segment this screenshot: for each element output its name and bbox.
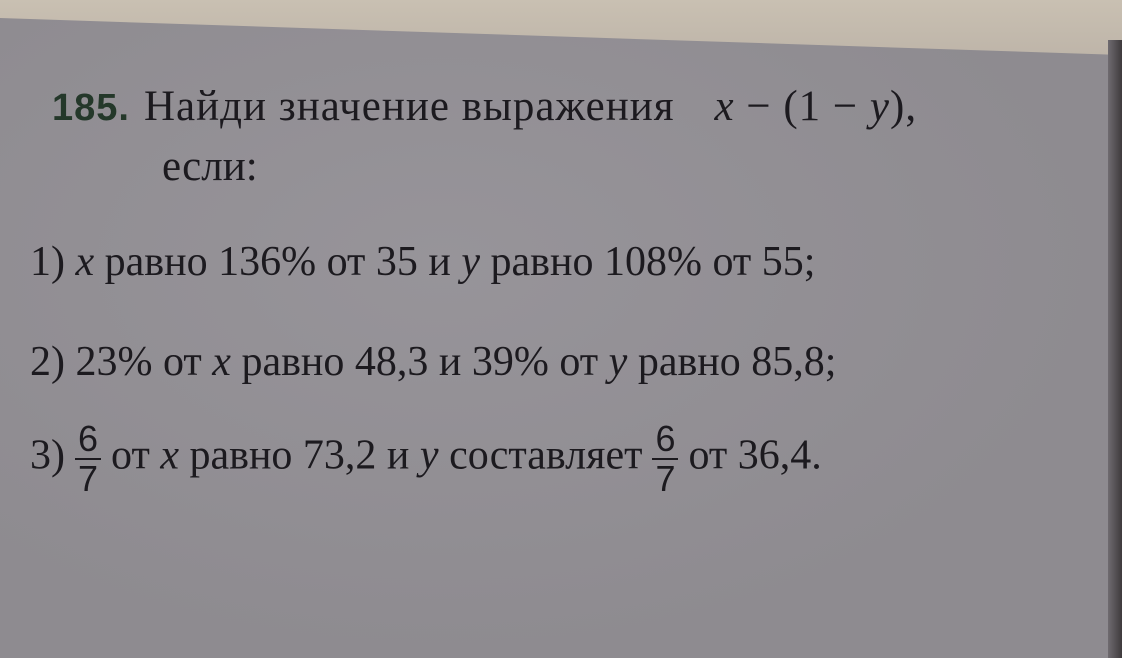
item-3: 3) 6 7 от x равно 73,2 и y составляет 6 7 от 3… [30, 418, 822, 499]
item-2: 2) 23% от x равно 48,3 и 39% от y равно … [30, 339, 837, 385]
problem-title: 185. Найди значение выражения x − (1 − y), [52, 82, 917, 131]
page-right-edge [1108, 40, 1122, 658]
title-continuation: если: [162, 143, 258, 190]
item-1: 1) x равно 136% от 35 и y равно 108% от … [30, 239, 816, 285]
expression: x − (1 − y), [714, 83, 918, 130]
problem-number: 185. [52, 87, 130, 129]
title-text: Найди значение выражения [143, 83, 675, 130]
